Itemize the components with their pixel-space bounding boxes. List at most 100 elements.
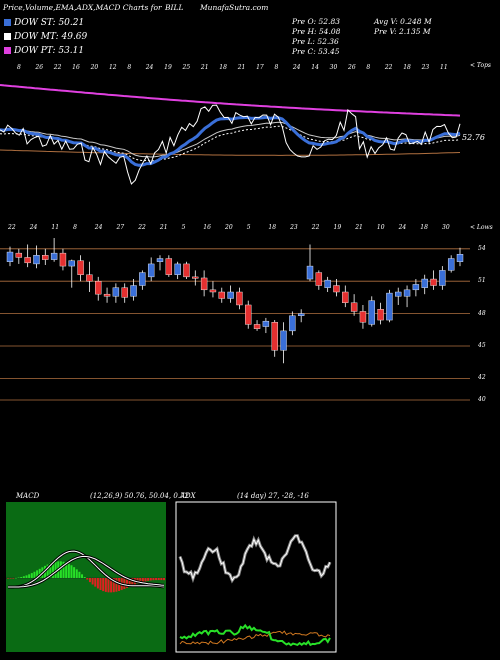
date-label: 8 <box>274 64 279 71</box>
date-label: 17 <box>256 64 264 71</box>
candle-body <box>121 287 128 298</box>
candle-body <box>280 330 287 351</box>
macd-histogram-bar <box>91 578 94 585</box>
adx-line <box>179 535 331 582</box>
date-label: 20 <box>90 64 99 71</box>
date-label: 21 <box>355 224 363 231</box>
plus-di-line <box>179 623 331 647</box>
macd-histogram-bar <box>7 578 9 579</box>
macd-histogram-bar <box>163 578 165 581</box>
date-label: 25 <box>182 64 191 71</box>
date-label: 21 <box>237 64 246 71</box>
stat-prev-low: Pre L: 52.36 <box>292 37 339 46</box>
stat-prev-vol: Pre V: 2.135 M <box>374 27 431 36</box>
macd-histogram-bar <box>94 578 97 587</box>
date-label: 21 <box>159 224 168 231</box>
date-label: 11 <box>51 224 60 231</box>
date-label: 24 <box>145 64 154 71</box>
candle-body <box>86 274 93 282</box>
macd-histogram-bar <box>49 563 52 578</box>
long-ema-line <box>0 149 461 156</box>
candle-body <box>156 258 164 262</box>
macd-histogram-bar <box>141 578 144 582</box>
legend-swatch <box>4 33 11 40</box>
macd-histogram-bar <box>54 561 57 578</box>
macd-histogram-bar <box>128 578 131 587</box>
candle-body <box>412 284 420 291</box>
macd-histogram-bar <box>25 575 28 578</box>
legend-swatch <box>4 47 11 54</box>
candle-body <box>59 252 67 267</box>
macd-params: (12,26,9) 50.76, 50.04, 0.72 <box>90 492 189 500</box>
date-label: 19 <box>333 224 342 231</box>
candle-body <box>395 291 402 297</box>
candle-body <box>342 291 349 304</box>
price-line <box>0 104 461 185</box>
date-label: 16 <box>72 64 80 71</box>
macd-histogram-bar <box>51 562 54 578</box>
macd-histogram-bar <box>83 576 86 578</box>
last-price-label: 52.76 <box>462 133 485 142</box>
macd-histogram-bar <box>115 578 118 592</box>
macd-histogram-bar <box>9 578 12 579</box>
candle-body <box>359 311 367 323</box>
macd-histogram-bar <box>152 578 155 581</box>
macd-histogram-bar <box>102 578 105 592</box>
candle-body <box>245 304 252 325</box>
candle-body <box>324 279 331 288</box>
macd-histogram-bar <box>160 578 163 581</box>
macd-histogram-bar <box>149 578 152 581</box>
date-label: 30 <box>442 224 450 231</box>
legend-dow-mt: DOW MT: 49.69 <box>4 32 87 42</box>
date-label: 16 <box>203 224 211 231</box>
date-label: 22 <box>8 224 16 231</box>
candle-body <box>183 263 190 278</box>
chart-title: Price,Volume,EMA,ADX,MACD Charts for <box>3 3 162 12</box>
price-tick-label: 54 <box>478 244 486 252</box>
adx-params: (14 day) 27, -28, -16 <box>237 492 309 500</box>
candle-body <box>103 293 111 297</box>
candle-body <box>165 258 173 275</box>
minus-di-line <box>179 630 331 646</box>
candle-body <box>368 300 375 325</box>
macd-histogram-bar <box>46 564 49 578</box>
candle-body <box>192 276 199 279</box>
candle-body <box>95 281 102 295</box>
date-label: 21 <box>200 64 209 71</box>
stat-prev-open: Pre O: 52.83 <box>292 17 340 26</box>
macd-histogram-bar <box>30 573 33 578</box>
candle-body <box>218 291 225 299</box>
date-label: 24 <box>398 224 407 231</box>
macd-histogram-bar <box>65 562 68 578</box>
adx-background <box>175 501 337 653</box>
candle-body <box>209 289 217 293</box>
macd-histogram-bar <box>110 578 113 593</box>
legend-dow-pt: DOW PT: 53.11 <box>4 46 84 56</box>
macd-histogram-bar <box>33 571 36 578</box>
st-ema-line <box>0 115 461 167</box>
macd-panel <box>6 502 166 652</box>
price-tick-label: 40 <box>478 396 486 403</box>
candle-body <box>386 292 393 321</box>
price-tick-label: 42 <box>478 374 486 382</box>
macd-histogram-bar <box>17 577 20 579</box>
macd-histogram-bar <box>86 578 89 580</box>
candle-body <box>24 257 31 264</box>
macd-histogram-bar <box>155 578 158 581</box>
date-label: 8 <box>127 64 132 71</box>
macd-histogram-bar <box>88 578 91 583</box>
chart-symbol: BILL <box>165 3 184 12</box>
candle-body <box>139 272 146 286</box>
macd-histogram-bar <box>112 578 115 593</box>
macd-histogram-bar <box>12 578 15 579</box>
date-label: 8 <box>17 64 21 71</box>
stat-avg-vol: Avg V: 0.248 M <box>374 17 432 26</box>
candle-body <box>112 287 120 297</box>
date-label: 26 <box>348 64 356 71</box>
candle-body <box>289 315 296 332</box>
legend-dow-st: DOW ST: 50.21 <box>4 18 84 28</box>
date-label: 27 <box>116 224 125 231</box>
candle-body <box>15 252 23 258</box>
date-label: 5 <box>246 224 251 231</box>
macd-histogram-bar <box>67 563 70 578</box>
